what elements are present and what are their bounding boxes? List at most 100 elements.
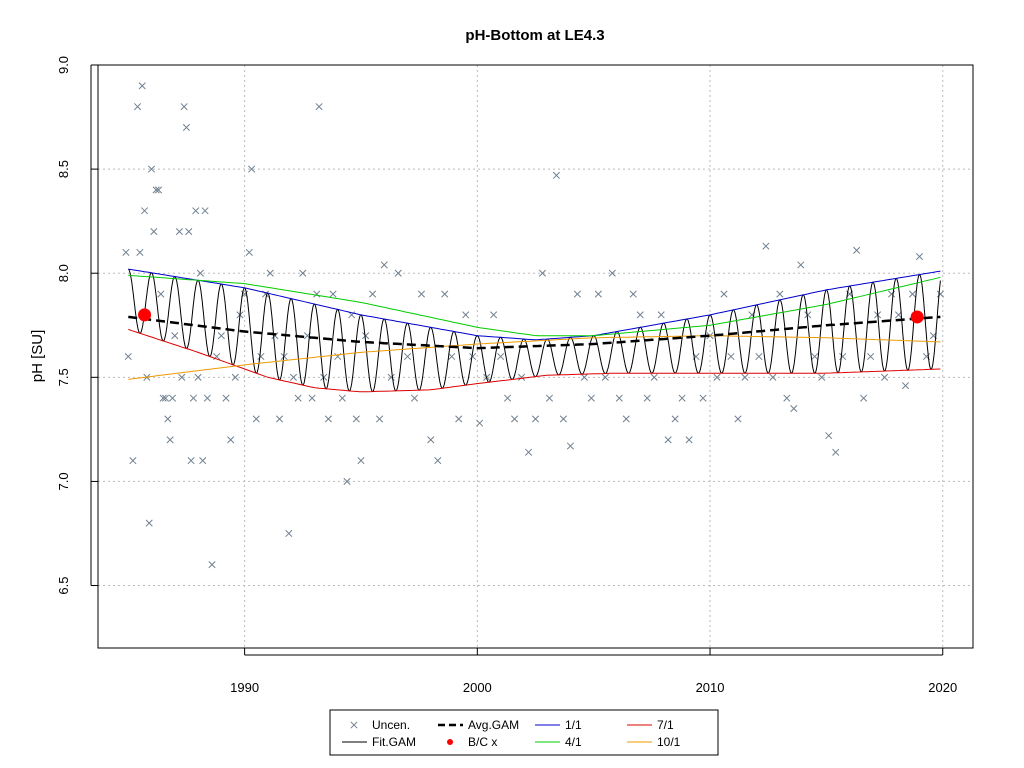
scatter-point <box>769 373 777 381</box>
scatter-point <box>915 253 924 261</box>
scatter-point <box>559 415 567 423</box>
scatter-point <box>720 290 728 298</box>
scatter-point <box>124 352 132 361</box>
scatter-point <box>352 415 360 423</box>
plot-series <box>122 82 944 569</box>
legend-label: Avg.GAM <box>468 718 519 732</box>
scatter-point <box>657 311 665 319</box>
legend-label: B/C x <box>468 735 497 749</box>
scatter-point <box>469 352 477 361</box>
scatter-point <box>762 242 770 250</box>
scatter-point <box>860 394 868 402</box>
scatter-point <box>248 165 256 173</box>
x-tick-label: 2000 <box>463 680 492 695</box>
avg-gam-line <box>128 315 941 350</box>
scatter-point <box>497 352 505 361</box>
scatter-point <box>285 529 293 538</box>
legend-label: Uncen. <box>372 718 410 732</box>
scatter-point <box>608 269 616 277</box>
scatter-point <box>168 394 177 402</box>
scatter-point <box>839 352 847 361</box>
scatter-point <box>299 269 307 277</box>
scatter-point <box>338 394 346 402</box>
scatter-point <box>545 394 554 402</box>
scatter-point <box>252 415 260 423</box>
scatter-point <box>362 332 370 340</box>
scatter-point <box>138 82 146 90</box>
scatter-point <box>150 228 158 236</box>
y-tick-label: 7.5 <box>56 368 71 386</box>
scatter-point <box>790 405 798 413</box>
x-tick-label: 2020 <box>928 680 957 695</box>
x-axis: 1990 2000 2010 2020 <box>230 648 957 695</box>
scatter-point <box>387 373 395 381</box>
scatter-point <box>804 311 812 319</box>
scatter-point <box>594 290 602 298</box>
scatter-point <box>147 165 156 173</box>
scatter-point <box>194 373 202 381</box>
scatter-point <box>734 415 742 423</box>
scatter-point <box>203 394 211 402</box>
scatter-point <box>313 290 321 298</box>
y-axis-label: pH [SU] <box>29 330 46 383</box>
scatter-point <box>175 228 184 236</box>
scatter-point <box>403 352 412 361</box>
scatter-point <box>410 394 419 402</box>
scatter-point <box>881 373 889 381</box>
scatter-point <box>199 457 207 465</box>
scatter-point <box>159 394 167 402</box>
scatter-point <box>524 448 533 456</box>
scatter-point <box>182 123 190 132</box>
scatter-point <box>129 457 137 465</box>
scatter-point <box>832 448 840 456</box>
legend-box <box>329 709 719 756</box>
scatter-point <box>145 519 153 527</box>
season-line-1-1 <box>128 268 941 341</box>
scatter-point <box>140 207 149 215</box>
scatter-point <box>783 394 791 402</box>
scatter-point <box>417 290 426 298</box>
scatter-point <box>227 436 235 444</box>
scatter-point <box>699 394 707 402</box>
scatter-point <box>185 228 193 236</box>
legend-label: 7/1 <box>657 718 674 732</box>
legend-symbol <box>447 739 453 745</box>
scatter-point <box>867 352 875 361</box>
legend-label: 4/1 <box>565 735 582 749</box>
scatter-point <box>552 171 560 179</box>
scatter-point <box>154 186 163 194</box>
y-tick-label: 8.0 <box>56 264 71 282</box>
scatter-point <box>187 457 195 465</box>
scatter-point <box>208 561 216 569</box>
y-axis: 6.5 7.0 7.5 8.0 8.5 9.0 <box>56 56 98 595</box>
legend-label: 1/1 <box>565 718 582 732</box>
scatter-point <box>517 373 526 381</box>
scatter-point <box>476 419 484 427</box>
scatter-point <box>369 290 377 298</box>
scatter-point <box>394 269 402 277</box>
legend-label: Fit.GAM <box>372 735 416 749</box>
scatter-point <box>901 382 910 390</box>
scatter-point <box>289 373 298 381</box>
scatter-point <box>811 352 819 361</box>
scatter-point <box>741 373 749 381</box>
scatter-point <box>622 415 630 423</box>
bc-point <box>138 308 152 322</box>
legend: Uncen. Avg.GAM 1/1 7/1 Fit.GAM B/C x 4/1 10/1 <box>329 709 719 756</box>
scatter-point <box>587 394 595 402</box>
scatter-point <box>201 207 209 215</box>
bc-point <box>910 310 924 324</box>
scatter-point <box>448 352 456 361</box>
scatter-point <box>755 352 763 361</box>
x-tick-label: 2010 <box>696 680 725 695</box>
y-tick-label: 8.5 <box>56 160 71 178</box>
scatter-point <box>643 394 651 402</box>
scatter-point <box>257 352 265 361</box>
scatter-point <box>650 373 658 381</box>
scatter-point <box>376 415 384 423</box>
scatter-point <box>164 415 172 423</box>
scatter-point <box>294 394 302 402</box>
scatter-point <box>275 415 284 423</box>
scatter-point <box>908 290 917 298</box>
